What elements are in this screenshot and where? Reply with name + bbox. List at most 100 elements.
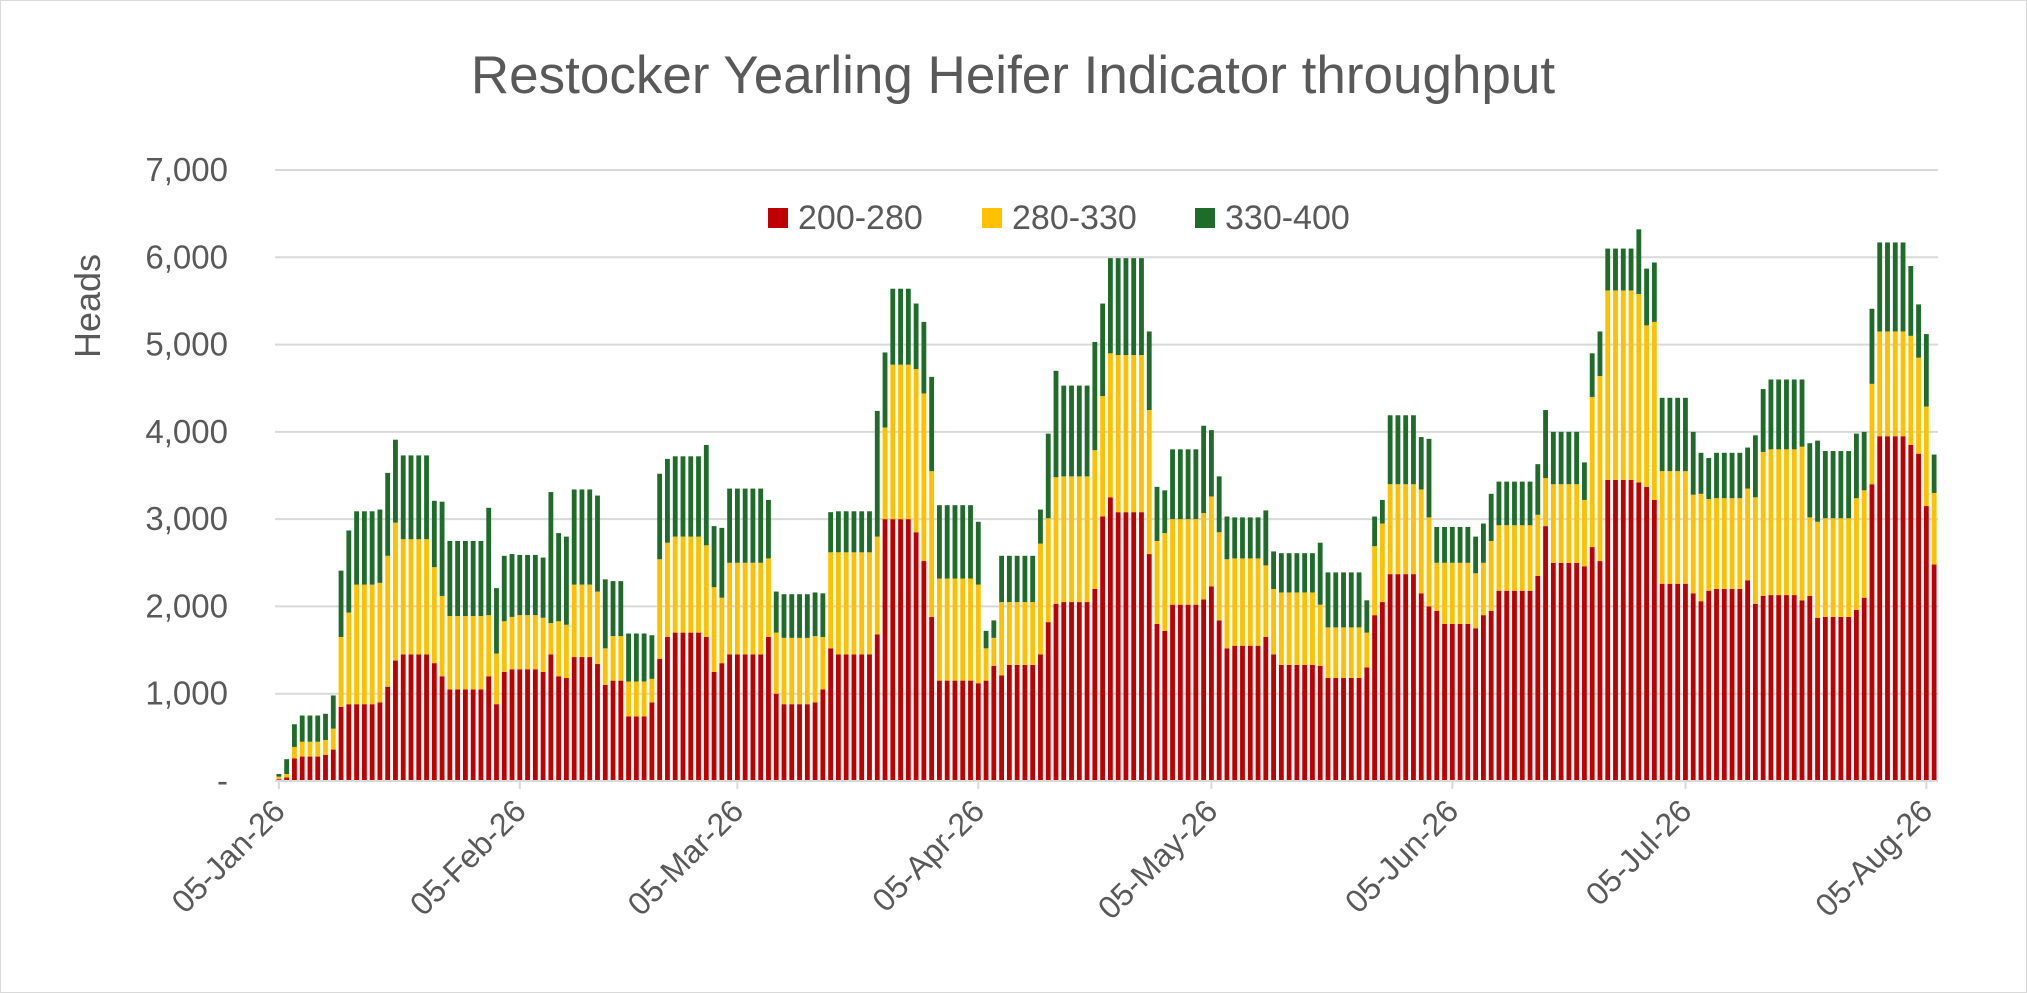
bar-segment-280-330 — [1216, 532, 1222, 621]
bar-segment-330-400 — [1737, 452, 1743, 499]
bar-segment-330-400 — [1644, 268, 1649, 326]
bar-segment-330-400 — [859, 511, 865, 553]
bar-segment-330-400 — [1651, 262, 1657, 322]
bar-segment-330-400 — [361, 511, 367, 585]
bar-segment-330-400 — [1014, 555, 1020, 603]
bar-segment-280-330 — [1434, 562, 1440, 611]
bar-segment-200-280 — [1721, 588, 1727, 781]
bar-segment-330-400 — [1209, 430, 1214, 497]
bar-segment-200-280 — [602, 684, 608, 781]
bar-segment-280-330 — [602, 648, 608, 685]
bar-segment-280-330 — [1014, 602, 1020, 665]
bar-segment-280-330 — [1317, 604, 1323, 666]
bar-segment-330-400 — [1224, 516, 1230, 560]
bar-segment-200-280 — [354, 704, 360, 781]
bar-segment-200-280 — [905, 519, 911, 781]
bar-segment-200-280 — [299, 756, 305, 781]
bar-segment-330-400 — [999, 555, 1004, 603]
bar-segment-200-280 — [618, 680, 624, 781]
bar-segment-200-280 — [1240, 645, 1245, 781]
bar-segment-200-280 — [1379, 602, 1385, 781]
bar-segment-330-400 — [952, 505, 958, 579]
bar-segment-280-330 — [299, 741, 305, 757]
bar-segment-200-280 — [1488, 610, 1494, 781]
bar-segment-330-400 — [323, 713, 328, 740]
bar-segment-330-400 — [851, 511, 857, 553]
bar-segment-200-280 — [509, 669, 515, 781]
bar-segment-280-330 — [1644, 325, 1649, 487]
bar-segment-280-330 — [1395, 484, 1401, 575]
bar-segment-280-330 — [688, 536, 694, 633]
bar-segment-200-280 — [742, 654, 748, 781]
bar-segment-200-280 — [1923, 506, 1929, 781]
bar-segment-280-330 — [455, 616, 461, 690]
bar-segment-330-400 — [983, 630, 989, 649]
bar-segment-330-400 — [921, 321, 927, 394]
bar-segment-200-280 — [1061, 602, 1067, 781]
bar-segment-330-400 — [315, 715, 321, 742]
bar-segment-200-280 — [657, 658, 663, 781]
bar-segment-280-330 — [377, 582, 383, 703]
bar-segment-280-330 — [501, 621, 507, 672]
bar-segment-280-330 — [1473, 573, 1479, 629]
bar-segment-200-280 — [1209, 586, 1214, 781]
bar-segment-200-280 — [874, 634, 880, 781]
bar-segment-200-280 — [952, 680, 958, 781]
bar-segment-200-280 — [1014, 664, 1020, 781]
bar-segment-200-280 — [1636, 482, 1642, 781]
bar-segment-330-400 — [1768, 379, 1774, 450]
bar-segment-280-330 — [991, 637, 997, 666]
bar-segment-200-280 — [1418, 593, 1424, 781]
bar-segment-330-400 — [455, 540, 461, 617]
bar-segment-330-400 — [509, 554, 515, 617]
bar-segment-280-330 — [1745, 488, 1751, 581]
bar-segment-200-280 — [1574, 562, 1580, 781]
bar-segment-330-400 — [1247, 517, 1253, 559]
bar-segment-280-330 — [665, 542, 670, 637]
legend-item-280-330: 280-330 — [982, 199, 1137, 237]
bar-segment-330-400 — [905, 288, 911, 365]
bar-segment-330-400 — [299, 715, 305, 742]
bar-segment-330-400 — [960, 505, 966, 579]
bar-segment-330-400 — [1752, 435, 1758, 498]
bar-segment-200-280 — [999, 675, 1004, 781]
bar-segment-200-280 — [548, 654, 554, 781]
bar-segment-200-280 — [859, 654, 865, 781]
bar-segment-200-280 — [431, 663, 437, 781]
bar-segment-280-330 — [742, 562, 748, 655]
bar-segment-330-400 — [1908, 266, 1914, 336]
bar-segment-280-330 — [1636, 293, 1642, 483]
bar-segment-280-330 — [1900, 331, 1906, 437]
bar-segment-280-330 — [385, 555, 391, 687]
bar-segment-200-280 — [377, 702, 383, 781]
bar-segment-280-330 — [812, 636, 818, 703]
bar-segment-280-330 — [1504, 525, 1510, 591]
bar-segment-200-280 — [1100, 516, 1106, 781]
bar-segment-200-280 — [1131, 512, 1137, 781]
bar-segment-330-400 — [1162, 490, 1168, 534]
bar-segment-280-330 — [1115, 355, 1121, 513]
bar-segment-280-330 — [361, 584, 367, 705]
bar-segment-330-400 — [1690, 431, 1696, 495]
x-tick-label: 05-Jun-26 — [1338, 792, 1465, 919]
bar-segment-280-330 — [1519, 525, 1525, 591]
bar-segment-280-330 — [1667, 471, 1673, 584]
bar-segment-330-400 — [1504, 481, 1510, 526]
bar-segment-330-400 — [1519, 481, 1525, 526]
bar-segment-280-330 — [1838, 518, 1844, 617]
bar-segment-200-280 — [828, 648, 834, 781]
bar-segment-330-400 — [1900, 242, 1906, 332]
bar-segment-200-280 — [1317, 665, 1323, 781]
bar-segment-280-330 — [703, 545, 709, 637]
bar-segment-280-330 — [1543, 478, 1548, 527]
bar-segment-330-400 — [431, 500, 437, 568]
bar-segment-330-400 — [1636, 229, 1642, 294]
bar-segment-280-330 — [1333, 627, 1339, 679]
bar-segment-330-400 — [1395, 415, 1401, 485]
bar-segment-200-280 — [1372, 615, 1378, 781]
bar-segment-200-280 — [1613, 479, 1618, 781]
bar-segment-280-330 — [1426, 517, 1432, 607]
bar-segment-280-330 — [1768, 449, 1774, 596]
bar-segment-330-400 — [1348, 572, 1354, 628]
bar-segment-280-330 — [1465, 562, 1471, 624]
